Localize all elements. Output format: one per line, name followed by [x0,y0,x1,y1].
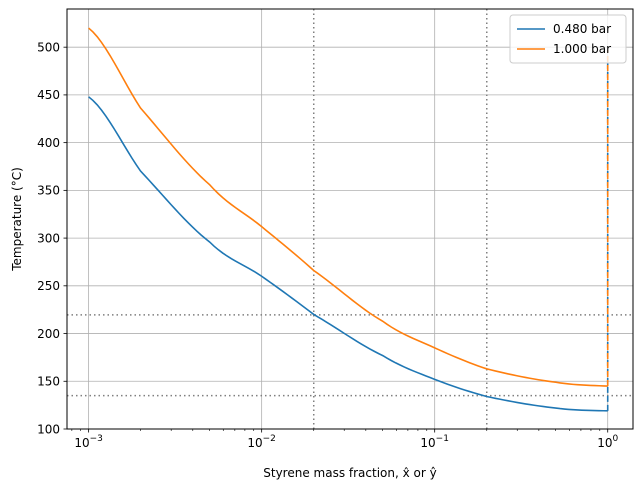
reference-lines [67,9,633,429]
legend-label-1.000-bar: 1.000 bar [553,42,611,56]
series-line-0.480-bar [88,96,608,412]
grid [67,9,633,430]
series-line-1.000-bar [88,27,608,387]
x-axis-label: Styrene mass fraction, x̂ or ŷ [263,466,436,480]
x-tick-label: 10−3 [74,434,103,450]
x-tick-label: 10−2 [247,434,276,450]
plot-series [88,27,609,412]
y-tick-label: 150 [37,375,60,389]
y-tick-label: 450 [37,88,60,102]
y-tick-label: 350 [37,184,60,198]
x-tick-label: 100 [597,434,618,450]
y-tick-label: 500 [37,40,60,54]
legend-box [509,14,627,64]
y-tick-label: 100 [37,422,60,436]
plot-area-frame [66,8,634,430]
y-tick-label: 200 [37,327,60,341]
x-tick-label: 10−1 [420,434,449,450]
x-axis: 10−3 10−2 10−1 100 [71,429,618,450]
legend: 0.480 bar 1.000 bar [509,14,627,64]
y-axis: 100 150 200 250 300 350 400 450 500 [37,40,67,436]
legend-label-0.480-bar: 0.480 bar [553,22,611,36]
y-axis-label: Temperature (°C) [10,167,24,272]
y-tick-label: 400 [37,136,60,150]
y-tick-label: 250 [37,279,60,293]
y-tick-label: 300 [37,231,60,245]
